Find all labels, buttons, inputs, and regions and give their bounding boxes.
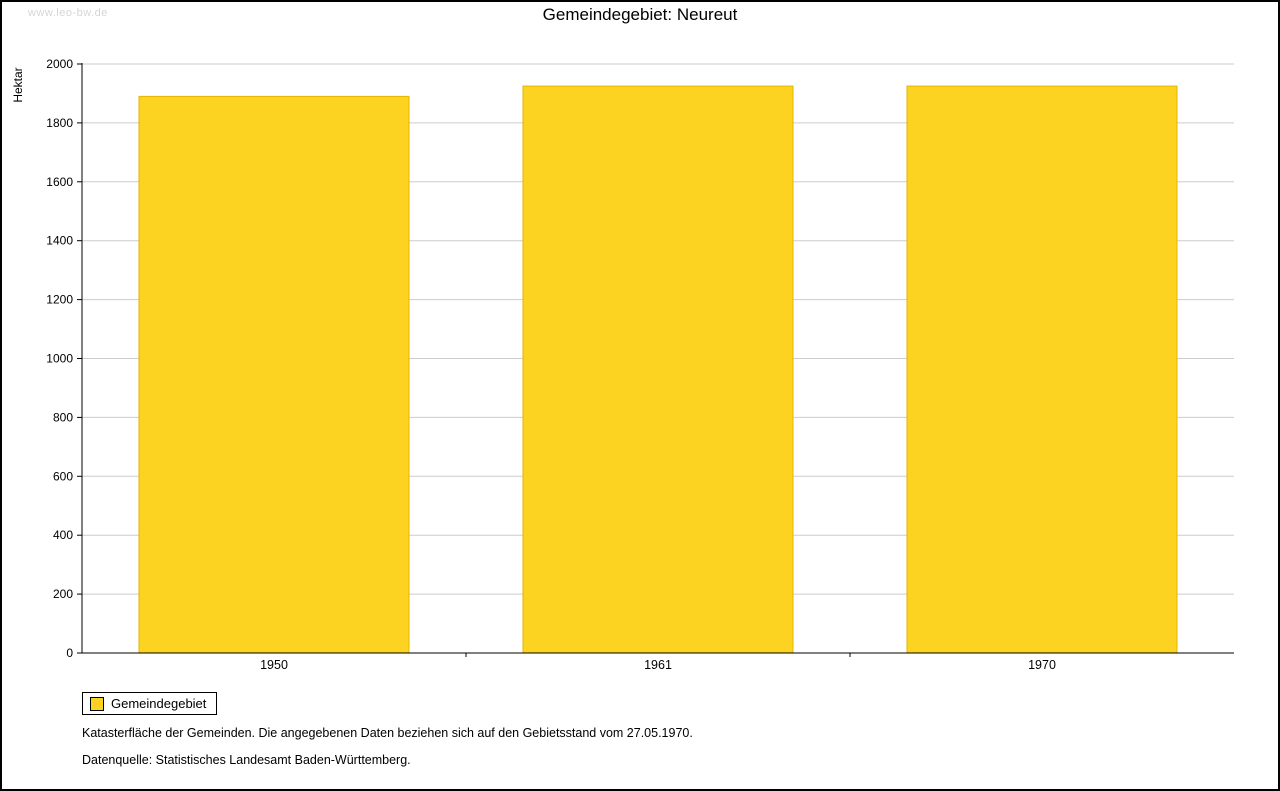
legend: Gemeindegebiet	[82, 692, 218, 715]
y-tick-label: 0	[66, 646, 73, 660]
y-tick-label: 1600	[46, 175, 73, 189]
bar-chart: 0 200 400 600 800 1000 1200 1400 1600 1800 2000 195…	[46, 57, 1234, 672]
y-tick-label: 1200	[46, 293, 73, 307]
y-tick-label: 400	[53, 528, 73, 542]
footnote-data-source: Datenquelle: Statistisches Landesamt Bad…	[82, 753, 411, 767]
y-tick-label: 1000	[46, 352, 73, 366]
y-tick-label: 1800	[46, 116, 73, 130]
y-tick-label: 800	[53, 410, 73, 424]
x-category-label: 1950	[260, 658, 288, 672]
bar	[906, 85, 1178, 654]
legend-label: Gemeindegebiet	[111, 696, 207, 711]
x-category-label: 1970	[1028, 658, 1056, 672]
watermark: www.leo-bw.de	[28, 7, 108, 19]
bar	[522, 85, 794, 654]
y-tick-label: 600	[53, 469, 73, 483]
y-tick-label: 2000	[46, 57, 73, 71]
chart-title: Gemeindegebiet: Neureut	[542, 5, 738, 24]
x-category-label: 1961	[644, 658, 672, 672]
legend-swatch-icon	[90, 696, 104, 711]
y-tick-label: 200	[53, 587, 73, 601]
bar	[138, 95, 410, 654]
footnote-source-note: Katasterfläche der Gemeinden. Die angege…	[82, 726, 693, 740]
y-tick-label: 1400	[46, 234, 73, 248]
